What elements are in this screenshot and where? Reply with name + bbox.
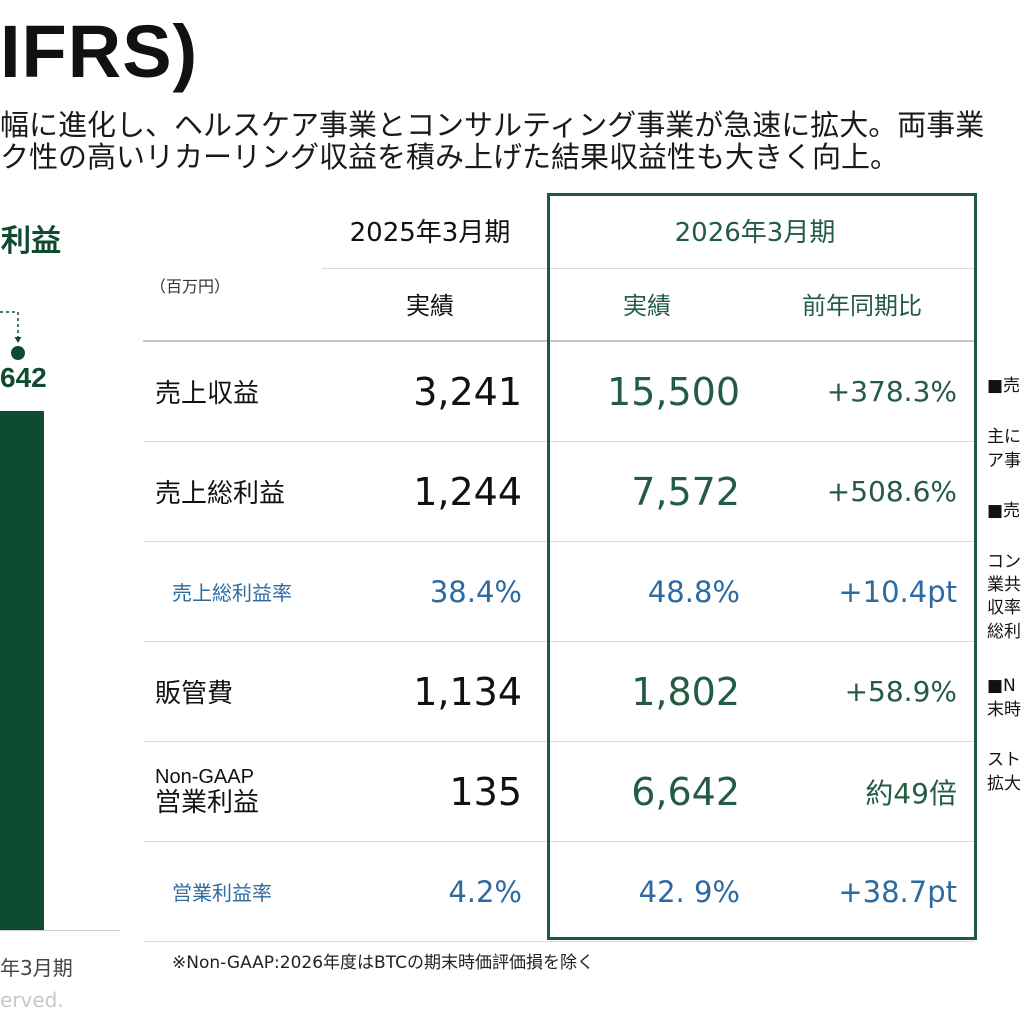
row-label: Non-GAAP 営業利益	[155, 742, 259, 841]
header-divider	[322, 268, 975, 269]
summary-line-2: ク性の高いリカーリング収益を積み上げた結果収益性も大きく向上。	[0, 140, 900, 174]
header-bottom-divider	[143, 340, 975, 342]
row-label: 売上収益	[155, 379, 260, 409]
yoy-value: 約49倍	[865, 776, 957, 810]
table-row-sga: 販管費 1,134 1,802 +58.9%	[143, 642, 975, 742]
chart-period-label: 年3月期	[0, 956, 73, 980]
header-prev-actual: 実績	[406, 292, 454, 320]
current-period-highlight-box	[547, 193, 977, 940]
row-label: 営業利益率	[172, 881, 272, 905]
side-note: ■売	[987, 501, 1021, 521]
footnote: ※Non-GAAP:2026年度はBTCの期末時価評価損を除く	[172, 953, 594, 973]
prev-value: 1,134	[413, 669, 522, 714]
curr-value: 15,500	[607, 369, 740, 414]
side-note: 総利	[987, 622, 1021, 642]
yoy-value: +378.3%	[826, 375, 957, 408]
row-label-prefix: Non-GAAP	[155, 765, 254, 788]
side-note: 末時	[987, 700, 1021, 720]
yoy-value: +38.7pt	[838, 874, 957, 909]
row-label: 売上総利益率	[172, 581, 292, 605]
side-note: 拡大	[987, 774, 1021, 794]
header-curr-actual: 実績	[623, 292, 671, 320]
curr-value: 48.8%	[647, 574, 740, 609]
bar	[0, 411, 44, 930]
side-note: スト	[987, 750, 1021, 770]
chart-axis-line	[0, 930, 120, 931]
yoy-value: +10.4pt	[838, 574, 957, 609]
row-label: 販管費	[155, 679, 234, 709]
row-label-main: 営業利益	[155, 787, 260, 818]
summary-line-1: 幅に進化し、ヘルスケア事業とコンサルティング事業が急速に拡大。両事業	[0, 108, 985, 142]
chart-heading: 利益	[1, 224, 61, 259]
prev-value: 3,241	[413, 369, 522, 414]
header-prev-period: 2025年3月期	[349, 218, 511, 248]
side-note: 収率	[987, 598, 1021, 618]
prev-value: 4.2%	[448, 874, 522, 909]
table-row-revenue: 売上収益 3,241 15,500 +378.3%	[143, 342, 975, 442]
side-note: 業共	[987, 575, 1021, 595]
header-yoy: 前年同期比	[802, 292, 922, 320]
header-curr-period: 2026年3月期	[674, 218, 836, 248]
side-note: ア事	[987, 451, 1021, 471]
table-row-gross-profit: 売上総利益 1,244 7,572 +508.6%	[143, 442, 975, 542]
curr-value: 42. 9%	[638, 874, 740, 909]
curr-value: 7,572	[631, 469, 740, 514]
unit-label: （百万円）	[150, 277, 231, 296]
copyright-text: erved.	[0, 988, 64, 1012]
page-title: IFRS)	[0, 10, 199, 93]
side-note: ■売	[987, 376, 1021, 396]
side-note: コン	[987, 552, 1021, 572]
yoy-value: +58.9%	[844, 675, 957, 708]
prev-value: 38.4%	[429, 574, 522, 609]
connector-arrow-icon	[0, 311, 25, 360]
curr-value: 6,642	[631, 769, 740, 814]
yoy-value: +508.6%	[826, 475, 957, 508]
table-row-gross-margin: 売上総利益率 38.4% 48.8% +10.4pt	[143, 542, 975, 642]
table-row-operating-profit: Non-GAAP 営業利益 135 6,642 約49倍	[143, 742, 975, 842]
curr-value: 1,802	[631, 669, 740, 714]
row-label: 売上総利益	[155, 479, 286, 509]
marker-dot-icon	[11, 346, 25, 360]
prev-value: 1,244	[413, 469, 522, 514]
table-row-operating-margin: 営業利益率 4.2% 42. 9% +38.7pt	[143, 842, 975, 942]
side-note: 主に	[987, 427, 1021, 447]
prev-value: 135	[449, 769, 522, 814]
bar-value-label: 642	[0, 362, 47, 393]
side-note: ■N	[987, 676, 1016, 696]
